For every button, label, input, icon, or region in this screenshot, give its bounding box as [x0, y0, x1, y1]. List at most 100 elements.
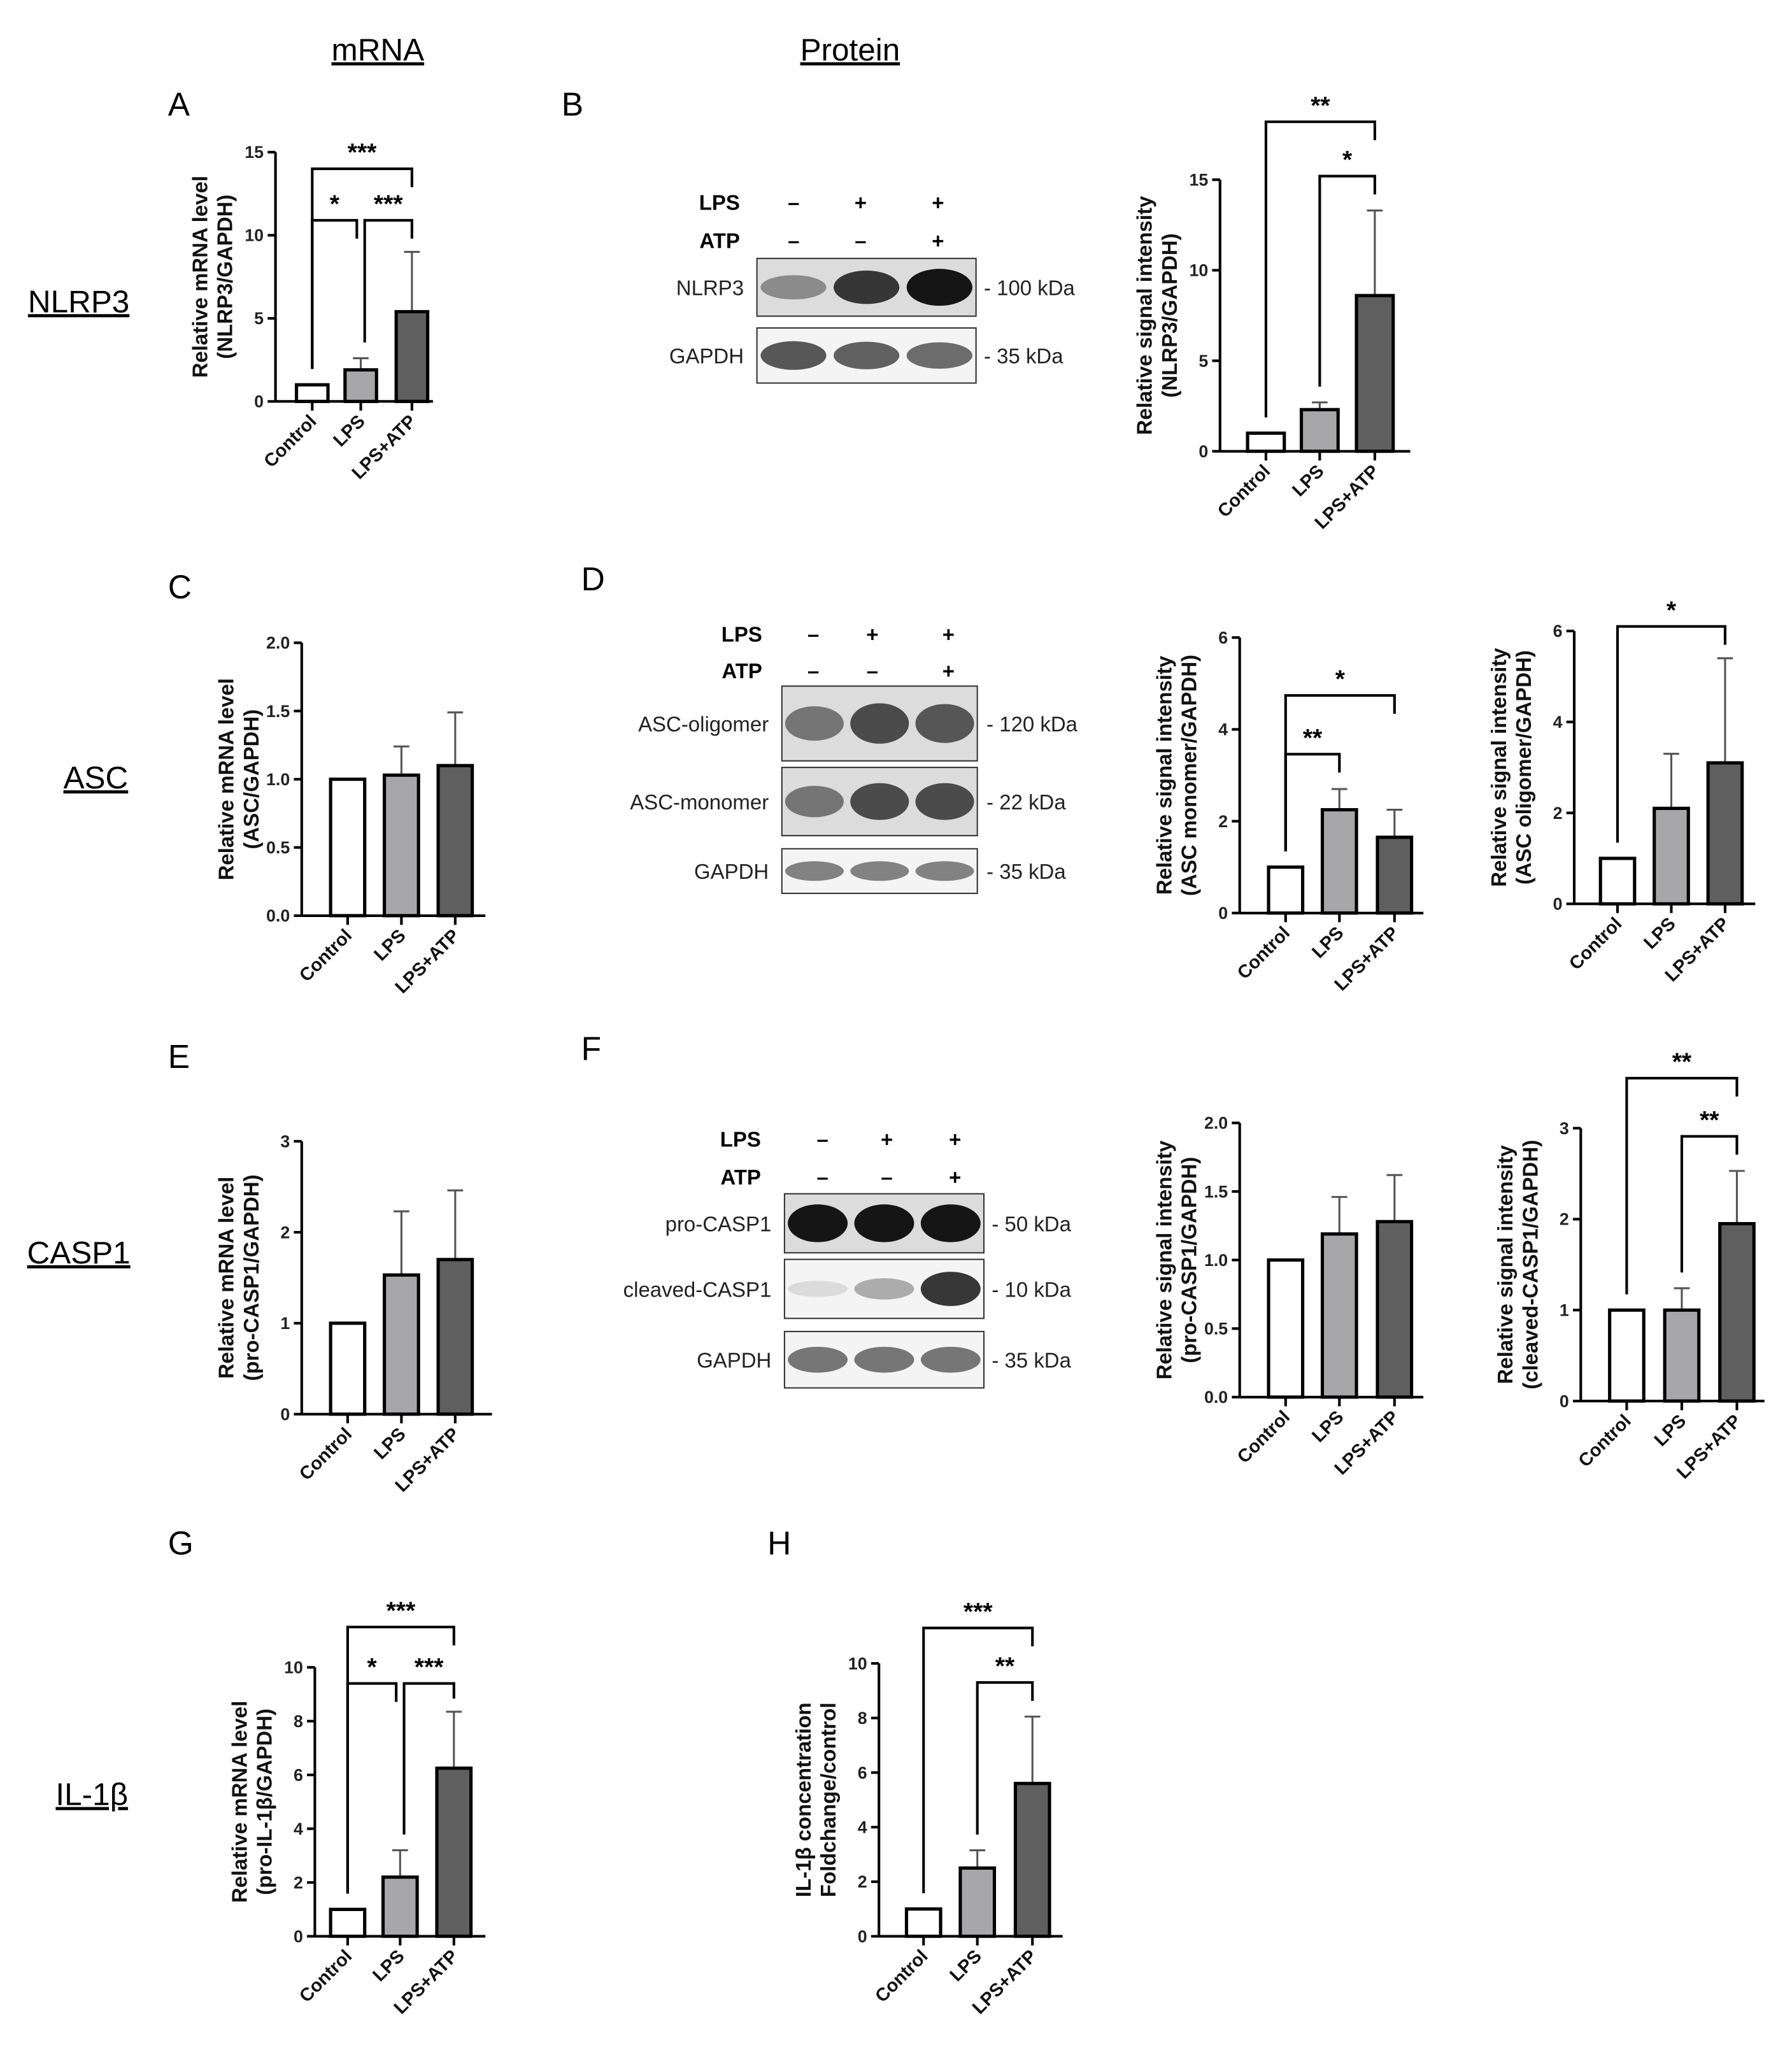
protein-band	[920, 1204, 981, 1242]
y-axis-label: Relative signal intensity (ASC monomer/GA…	[1153, 655, 1201, 896]
bar-lps-atp	[394, 309, 430, 403]
bar-lps	[343, 368, 378, 403]
molecular-weight-label: - 35 kDa	[984, 345, 1063, 368]
row-label-asc: ASC	[64, 760, 129, 795]
bar-lps-atp	[1355, 294, 1395, 453]
bar-lps-atp	[1376, 836, 1414, 915]
chart-panel-g: 0 2 4 6 8 10 Relative mRNA level (pro-IL-1β/GAP…	[227, 1598, 486, 2018]
y-tick-label: 2	[1560, 1210, 1569, 1229]
molecular-weight-label: - 10 kDa	[992, 1277, 1071, 1301]
blot-row-label: ASC-monomer	[630, 790, 769, 814]
significance-bracket	[1318, 174, 1376, 387]
western-blot-panel-d: LPS – + + ATP – – + ASC-oligomer - 120 kDa ASC-mon…	[630, 622, 1078, 894]
significance-bracket	[1680, 1135, 1739, 1273]
significance-bracket	[311, 218, 359, 369]
y-tick-label: 5	[254, 309, 264, 328]
y-tick-label: 1.0	[1204, 1251, 1228, 1270]
significance-bracket	[363, 218, 413, 343]
panel-letter-g: G	[168, 1525, 194, 1561]
significance-bracket	[402, 1682, 455, 1835]
y-tick-label: 10	[284, 1658, 303, 1677]
blot-row-label: cleaved-CASP1	[623, 1277, 772, 1301]
significance-label: ***	[964, 1598, 993, 1626]
y-tick-label: 6	[1553, 622, 1563, 641]
y-axis-label-line: Relative signal intensity	[1153, 1140, 1176, 1379]
y-axis-label-line: Foldchange/control	[816, 1702, 840, 1897]
y-tick-label: 4	[1553, 713, 1563, 732]
y-axis-label-line: (ASC/GAPDH)	[239, 709, 263, 850]
treatment-sign: +	[932, 229, 944, 252]
y-tick-label: 2.0	[1204, 1114, 1228, 1133]
protein-band	[760, 275, 827, 300]
x-tick-label: LPS	[1651, 1411, 1690, 1450]
bar-lps-atp	[436, 1258, 474, 1416]
y-tick-label: 6	[858, 1763, 867, 1782]
blot-row-label: pro-CASP1	[665, 1212, 772, 1235]
bar-lps	[1663, 1308, 1701, 1403]
y-axis-label-line: (pro-IL-1β/GAPDH)	[252, 1709, 276, 1895]
chart-panel-a: 0 5 10 15 Relative mRNA level (NLRP3/GAPDH) Co…	[188, 139, 433, 483]
treatment-sign: –	[788, 191, 799, 215]
y-axis-label-line: (ASC oligomer/GAPDH)	[1512, 650, 1535, 885]
panel-letter-f: F	[581, 1030, 601, 1067]
treatment-sign: –	[816, 1165, 828, 1189]
panel-letter-b: B	[562, 85, 583, 122]
significance-label: ***	[374, 191, 403, 218]
chart-panel-d: 0 2 4 6 Relative signal intensity (ASC oligom…	[1487, 597, 1756, 986]
y-axis-label: Relative mRNA level (pro-CASP1/GAPDH)	[215, 1174, 263, 1381]
y-tick-label: 0	[280, 1405, 290, 1424]
molecular-weight-label: - 120 kDa	[986, 712, 1078, 736]
treatment-sign: –	[788, 229, 799, 252]
chart-panel-f: 0 1 2 3 Relative signal intensity (cleaved-CA…	[1493, 1049, 1765, 1483]
x-tick-label: LPS	[1308, 1407, 1348, 1446]
significance-label: *	[1342, 146, 1353, 174]
panel-letter-a: A	[168, 85, 190, 122]
treatment-sign: +	[881, 1127, 893, 1151]
y-tick-label: 0.0	[1204, 1388, 1228, 1407]
y-axis-label: Relative signal intensity (cleaved-CASP1/…	[1493, 1140, 1542, 1390]
molecular-weight-label: - 35 kDa	[986, 860, 1066, 883]
y-tick-label: 6	[294, 1765, 303, 1784]
y-axis-label: Relative signal intensity (NLRP3/GAPDH)	[1133, 196, 1181, 435]
significance-label: **	[1311, 92, 1330, 120]
treatment-label: LPS	[699, 191, 740, 215]
western-blot-panel-f: LPS – + + ATP – – + pro-CASP1 - 50 kDa cleaved-CAS…	[623, 1127, 1072, 1389]
bar-lps	[958, 1866, 997, 1938]
molecular-weight-label: - 50 kDa	[992, 1212, 1071, 1235]
y-axis-label-line: Relative mRNA level	[227, 1701, 251, 1903]
protein-band	[760, 341, 827, 370]
significance-label: **	[1672, 1049, 1692, 1076]
x-tick-label: Control	[295, 1946, 356, 2007]
x-tick-label: LPS	[329, 411, 369, 451]
bar-control	[295, 383, 330, 403]
treatment-label: ATP	[699, 229, 739, 252]
significance-bracket	[922, 1626, 1034, 1894]
blot-row-label: GAPDH	[694, 860, 769, 883]
y-axis-label: Relative mRNA level (pro-IL-1β/GAPDH)	[227, 1701, 276, 1903]
y-tick-label: 0	[1553, 895, 1563, 914]
molecular-weight-label: - 100 kDa	[984, 276, 1076, 300]
treatment-sign: –	[807, 659, 819, 683]
y-tick-label: 0.0	[266, 906, 290, 925]
significance-label: ***	[387, 1598, 416, 1625]
treatment-label: LPS	[720, 1127, 761, 1151]
significance-label: *	[1667, 597, 1677, 624]
treatment-sign: –	[867, 659, 878, 683]
row-label-il1b: IL-1β	[55, 1777, 128, 1812]
protein-band	[915, 704, 974, 743]
protein-band	[788, 1204, 848, 1242]
x-tick-label: LPS	[1640, 914, 1679, 953]
treatment-label: ATP	[722, 659, 762, 683]
x-tick-label: Control	[1234, 1407, 1294, 1467]
treatment-sign: +	[855, 191, 867, 215]
chart-panel-b: 0 5 10 15 Relative signal intensity (NLRP3/GA…	[1133, 92, 1411, 533]
y-tick-label: 0	[254, 392, 264, 411]
protein-band	[920, 1346, 981, 1373]
y-axis-label-line: (ASC monomer/GAPDH)	[1177, 655, 1201, 896]
x-tick-label: LPS	[946, 1946, 986, 1986]
y-axis-label-line: (pro-CASP1/GAPDH)	[239, 1174, 263, 1381]
x-tick-label: LPS	[1308, 923, 1348, 962]
protein-band	[915, 861, 974, 881]
y-tick-label: 0	[858, 1927, 867, 1946]
